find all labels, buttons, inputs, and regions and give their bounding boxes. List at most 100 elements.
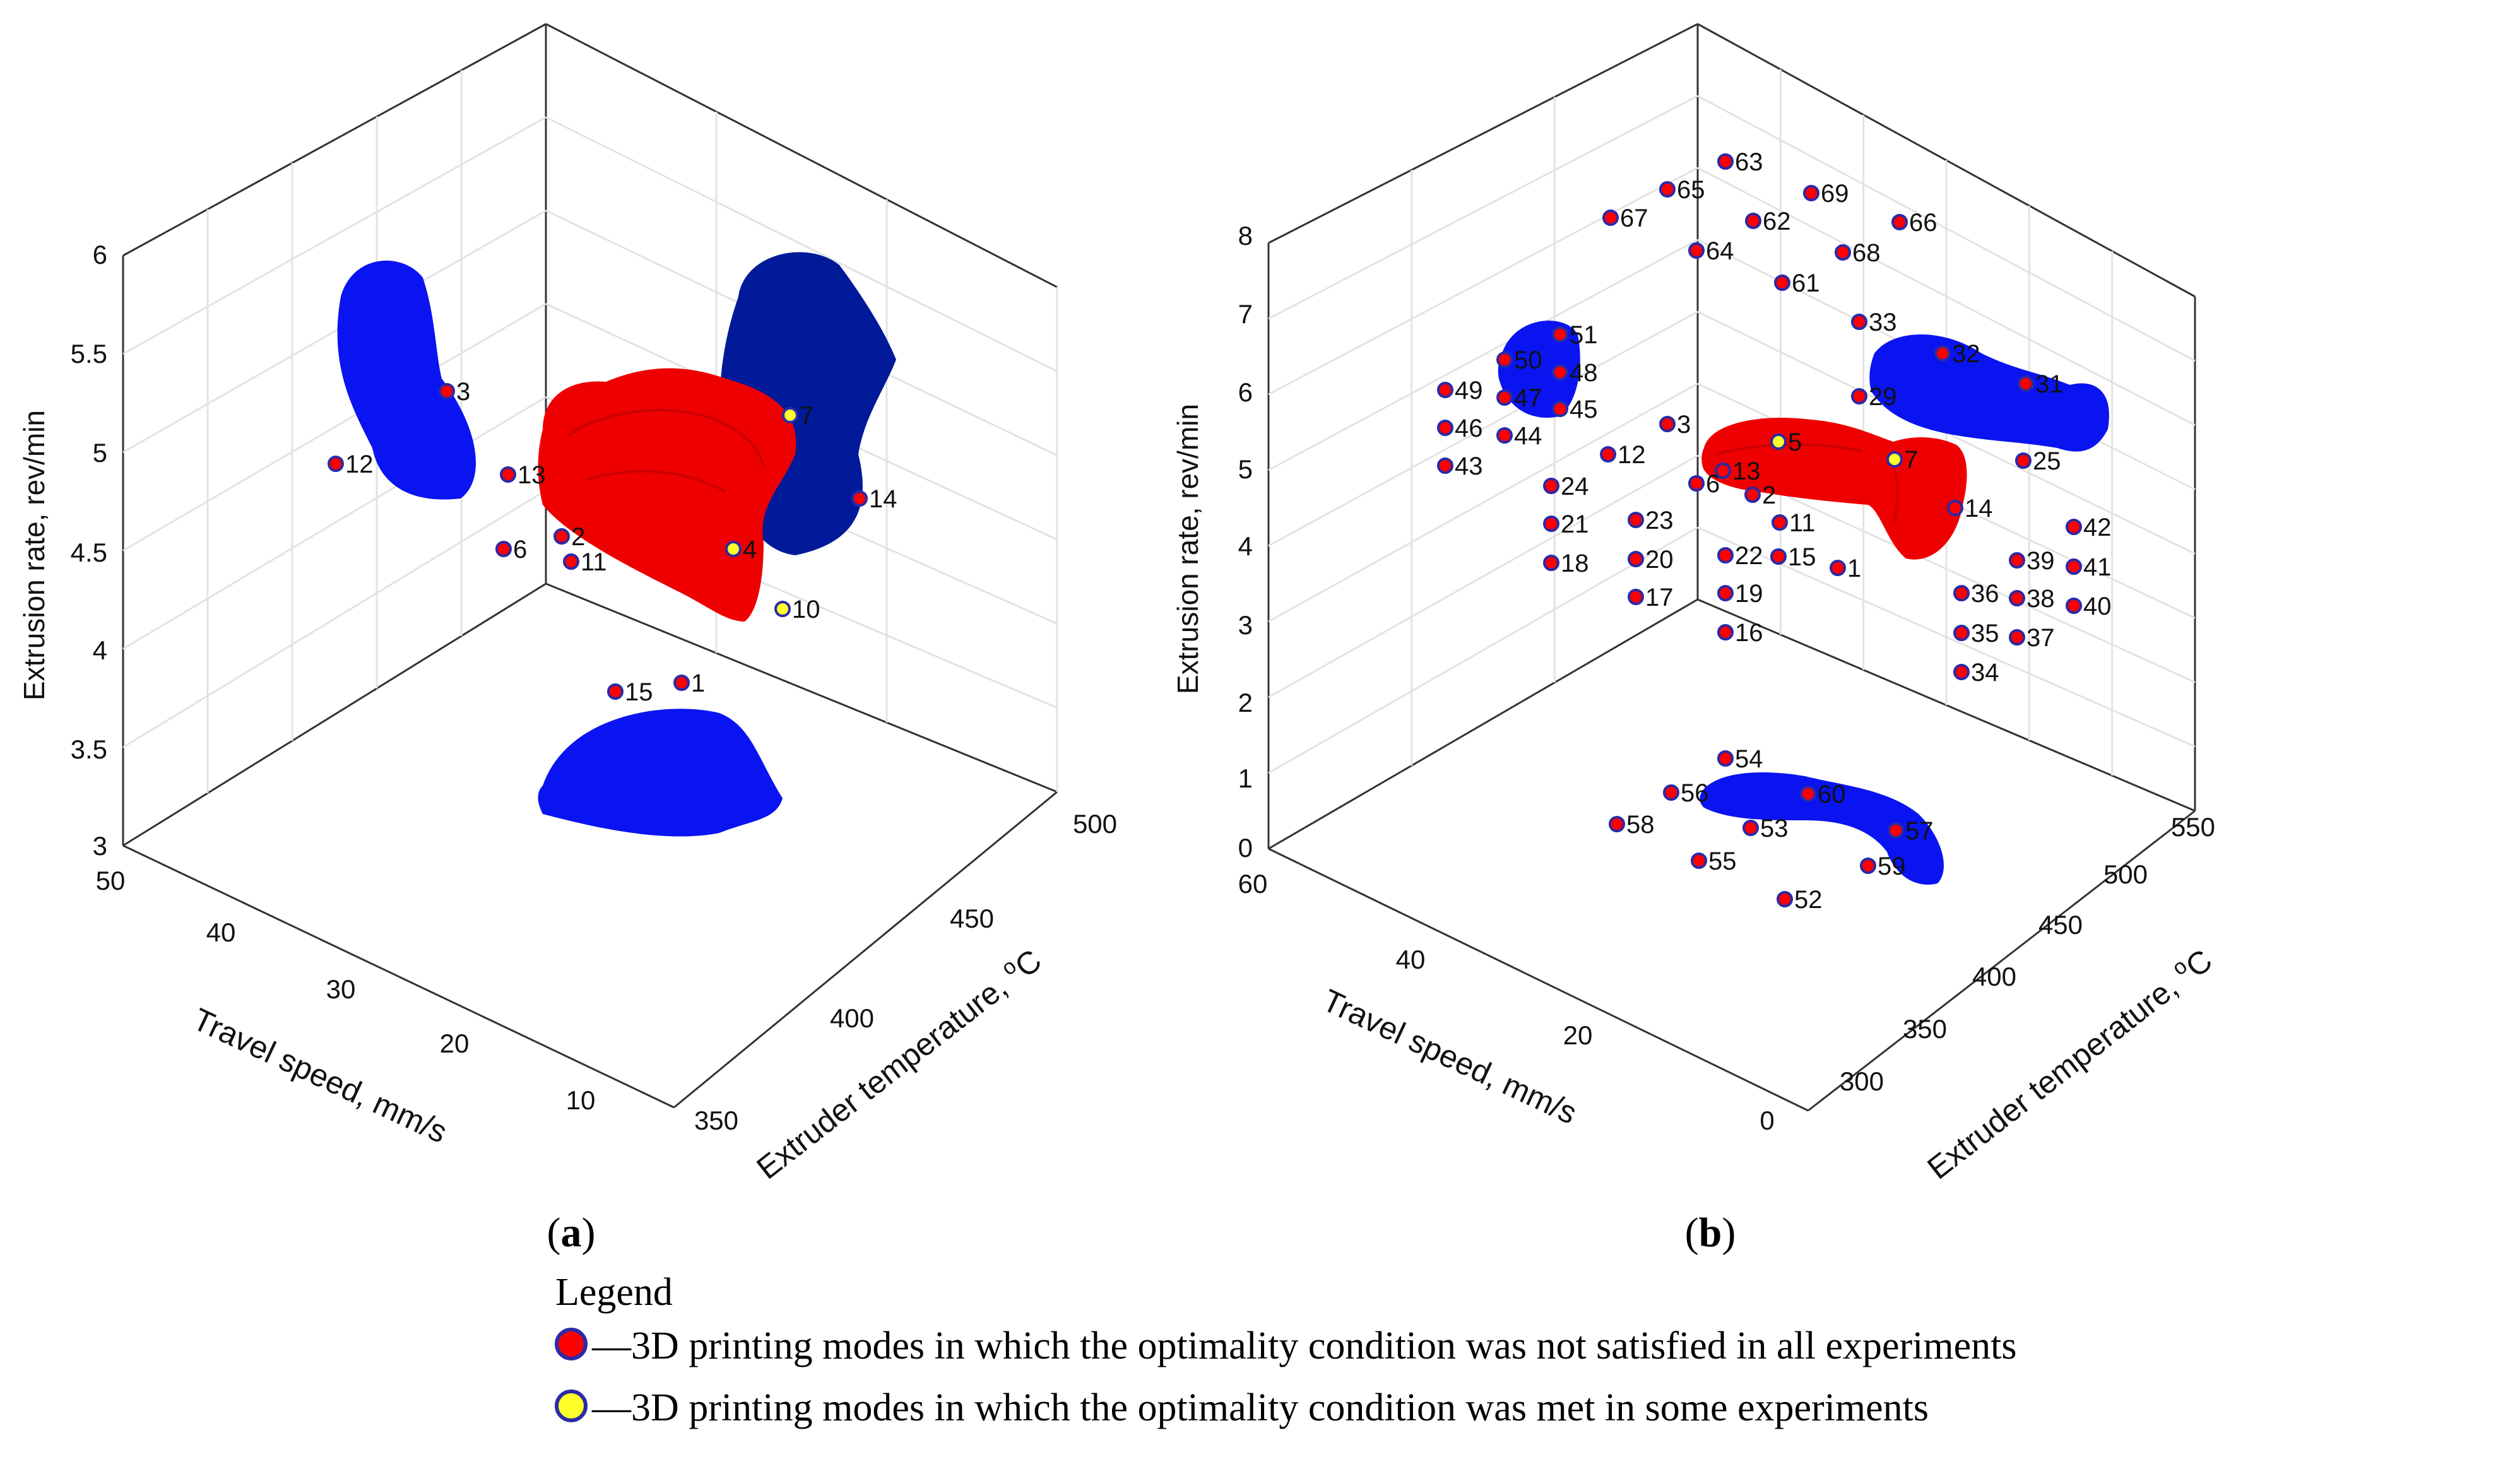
panel-b-projection-floor	[1700, 772, 1944, 885]
panel-b-point-37	[2009, 629, 2025, 646]
panel-b-point-label-32: 32	[1952, 340, 1980, 368]
panel-a-z-axis-label: Extrusion rate, rev/min	[18, 410, 50, 700]
panel-b-point-25	[2015, 452, 2032, 469]
panel-a-point-label-6: 6	[513, 536, 527, 563]
panel-b-point-51	[1552, 326, 1568, 343]
panel-b-y-ticks: 300 350 400 450 500 550	[1840, 812, 2215, 1096]
panel-b-point-61	[1774, 274, 1790, 291]
gridline	[1268, 95, 1698, 320]
panel-a-point-label-11: 11	[581, 548, 607, 576]
legend: Legend —3D printing modes in which the o…	[555, 1271, 2017, 1429]
panel-b-point-62	[1745, 213, 1761, 229]
panel-b-y-axis-label: Extruder temperature, oC	[1919, 940, 2218, 1186]
panel-a-x-ticks: 50 40 30 20 10	[96, 866, 596, 1115]
panel-b-point-34	[1953, 664, 1970, 680]
panel-b-point-57	[1888, 822, 1904, 839]
panel-a-point-3	[439, 383, 455, 399]
panel-a-point-4	[725, 541, 742, 557]
panel-a-point-label-2: 2	[571, 523, 585, 551]
panel-b-point-23	[1628, 512, 1644, 528]
panel-b-point-label-61: 61	[1792, 269, 1820, 297]
panel-b-y-tick: 300	[1840, 1066, 1884, 1096]
panel-a-point-label-15: 15	[625, 678, 653, 706]
panel-b-point-5	[1770, 434, 1787, 450]
panel-b-point-label-66: 66	[1909, 209, 1937, 237]
panel-b-x-tick: 40	[1396, 945, 1426, 974]
panel-a-point-14	[851, 490, 868, 507]
panel-b-point-49	[1437, 382, 1453, 398]
panel-b-point-label-46: 46	[1455, 415, 1483, 442]
panel-b-point-label-53: 53	[1760, 815, 1789, 842]
panel-a-z-tick: 6	[93, 240, 107, 269]
panel-b-point-64	[1688, 242, 1705, 259]
panel-b-point-52	[1777, 891, 1793, 907]
panel-b-y-tick: 400	[1972, 962, 2016, 991]
gridline	[122, 116, 547, 355]
panel-b-point-label-22: 22	[1735, 542, 1763, 570]
panel-a-optimal-region-shading	[567, 409, 765, 493]
panel-b-point-68	[1835, 244, 1851, 261]
panel-b-point-36	[1953, 585, 1970, 601]
panel-b-caption-letter: b	[1699, 1210, 1722, 1256]
panel-b-point-50	[1496, 351, 1513, 368]
panel-b-point-33	[1851, 314, 1867, 330]
panel-b-point-1	[1830, 560, 1846, 576]
legend-title: Legend	[555, 1271, 673, 1314]
panel-b-caption: (b)	[1685, 1210, 1736, 1256]
panel-b-point-label-51: 51	[1570, 321, 1598, 349]
panel-b-point-label-49: 49	[1455, 377, 1483, 404]
panel-b-point-label-47: 47	[1514, 384, 1542, 412]
panel-b-point-label-59: 59	[1878, 852, 1906, 880]
panel-b-point-29	[1851, 388, 1867, 404]
panel-a-z-tick: 4	[93, 635, 107, 665]
panel-b-point-12	[1600, 446, 1616, 463]
panel-b-x-ticks: 60 40 20 0	[1238, 869, 1775, 1135]
panel-b-point-16	[1717, 624, 1734, 640]
panel-b-point-label-5: 5	[1788, 428, 1802, 456]
panel-b-point-14	[1947, 500, 1963, 516]
panel-b-projection-speed-wall	[1498, 321, 1580, 418]
panel-a-point-11	[563, 553, 579, 570]
panel-b-point-label-34: 34	[1971, 659, 1999, 687]
panel-a-point-label-1: 1	[691, 670, 705, 697]
panel-b-point-label-36: 36	[1971, 580, 1999, 608]
panel-b-point-63	[1717, 153, 1734, 170]
panel-b-point-label-33: 33	[1869, 309, 1897, 336]
panel-b-point-label-19: 19	[1735, 580, 1763, 608]
panel-a-point-label-3: 3	[456, 378, 470, 406]
panel-b-point-label-18: 18	[1561, 550, 1589, 577]
panel-a-y-tick: 500	[1073, 809, 1117, 839]
panel-a-point-15	[607, 683, 624, 700]
panel-b-point-22	[1717, 547, 1734, 563]
panel-b-y-tick: 350	[1903, 1014, 1947, 1044]
gridline	[1268, 239, 1698, 471]
gridline	[122, 303, 547, 552]
panel-b-point-label-69: 69	[1821, 180, 1849, 208]
panel-b-point-24	[1543, 478, 1559, 494]
gridline	[122, 489, 547, 748]
panel-b-point-43	[1437, 457, 1453, 474]
panel-b-point-label-58: 58	[1626, 811, 1655, 839]
panel-b-point-label-54: 54	[1735, 745, 1763, 773]
panel-a-x-tick: 50	[96, 866, 126, 895]
panel-b-point-20	[1628, 551, 1644, 567]
panel-b-z-tick: 7	[1238, 299, 1253, 329]
panel-b-point-label-68: 68	[1852, 239, 1881, 267]
panel-b-point-65	[1659, 181, 1676, 198]
panel-a-point-label-14: 14	[869, 485, 897, 513]
panel-b-point-35	[1953, 625, 1970, 641]
panel-b-point-label-57: 57	[1905, 817, 1934, 845]
panel-b-point-11	[1772, 514, 1788, 531]
panel-a-point-1	[673, 675, 690, 691]
panel-b-z-tick: 5	[1238, 454, 1253, 484]
panel-b-point-label-60: 60	[1818, 781, 1846, 808]
panel-a-x-axis-label: Travel speed, mm/s	[187, 1001, 453, 1150]
panel-b-point-19	[1717, 585, 1734, 601]
panel-a-x-tick: 40	[206, 917, 236, 947]
gridline	[122, 396, 547, 650]
panel-a-point-7	[782, 407, 798, 423]
panel-b-point-18	[1543, 555, 1559, 571]
